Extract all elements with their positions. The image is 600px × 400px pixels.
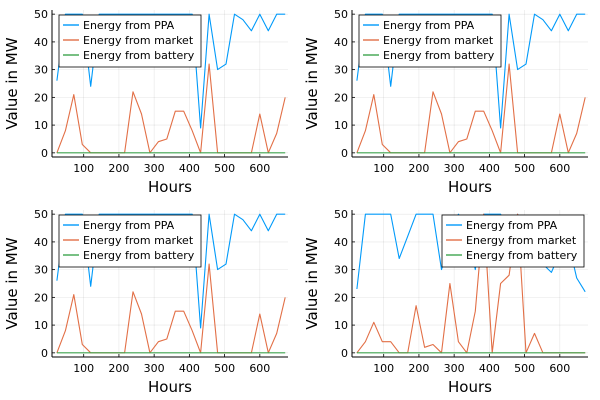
y-tick-label: 20 <box>334 91 348 104</box>
y-tick-label: 10 <box>34 119 48 132</box>
legend: Energy from PPA Energy from market Energy … <box>358 14 502 68</box>
x-tick-label: 600 <box>549 362 570 375</box>
legend-box <box>58 214 202 268</box>
y-tick-label: 30 <box>34 264 48 277</box>
x-tick-label: 500 <box>214 362 235 375</box>
y-tick-label: 50 <box>334 8 348 21</box>
x-tick-label: 300 <box>444 162 465 175</box>
x-tick-label: 400 <box>179 162 200 175</box>
legend: Energy from PPA Energy from market Energy … <box>58 14 202 68</box>
y-tick-label: 30 <box>34 64 48 77</box>
x-tick-label: 100 <box>73 162 94 175</box>
x-axis-label: Hours <box>148 378 192 396</box>
y-axis-label: Value in MW <box>303 37 321 129</box>
x-tick-label: 200 <box>408 362 429 375</box>
x-axis-label: Hours <box>148 178 192 196</box>
y-tick-label: 50 <box>34 8 48 21</box>
x-tick-label: 600 <box>249 162 270 175</box>
x-axis-label: Hours <box>448 378 492 396</box>
series-line-2 <box>356 63 586 154</box>
legend-box <box>441 214 585 268</box>
series-line-2 <box>56 263 286 354</box>
series-line-2 <box>56 63 286 154</box>
legend-entry-1: Energy from PPA <box>83 219 175 232</box>
legend-entry-2: Energy from market <box>83 234 194 247</box>
legend-box <box>58 14 202 68</box>
y-tick-label: 50 <box>34 208 48 221</box>
y-tick-label: 10 <box>334 319 348 332</box>
legend-entry-3: Energy from battery <box>83 49 195 62</box>
y-tick-label: 20 <box>334 291 348 304</box>
x-tick-label: 200 <box>108 162 129 175</box>
x-tick-label: 200 <box>108 362 129 375</box>
legend-entry-3: Energy from battery <box>383 49 495 62</box>
x-tick-label: 100 <box>373 162 394 175</box>
legend-entry-2: Energy from market <box>83 34 194 47</box>
subplot-3: 100 200 300 400 500 600 0 10 20 30 40 50 Hours Value … <box>3 208 288 396</box>
y-tick-label: 0 <box>41 147 48 160</box>
y-tick-label: 10 <box>34 319 48 332</box>
x-tick-label: 200 <box>408 162 429 175</box>
legend-entry-3: Energy from battery <box>466 249 578 262</box>
y-tick-label: 40 <box>34 36 48 49</box>
x-tick-label: 500 <box>514 362 535 375</box>
x-tick-label: 300 <box>144 362 165 375</box>
x-tick-label: 400 <box>479 362 500 375</box>
y-tick-label: 0 <box>341 347 348 360</box>
legend-box <box>358 14 502 68</box>
legend: Energy from PPA Energy from market Energy … <box>58 214 202 268</box>
y-tick-label: 50 <box>334 208 348 221</box>
x-tick-label: 500 <box>214 162 235 175</box>
y-tick-label: 30 <box>334 264 348 277</box>
x-tick-label: 600 <box>249 362 270 375</box>
x-tick-label: 400 <box>179 362 200 375</box>
y-axis-label: Value in MW <box>3 37 21 129</box>
y-tick-label: 40 <box>34 236 48 249</box>
y-axis-label: Value in MW <box>303 237 321 329</box>
x-tick-label: 600 <box>549 162 570 175</box>
y-tick-label: 40 <box>334 36 348 49</box>
subplot-1: 100 200 300 400 500 600 0 10 20 30 40 50 Hours Value … <box>3 8 288 196</box>
legend-entry-1: Energy from PPA <box>383 19 475 32</box>
subplot-2: 100 200 300 400 500 600 0 10 20 30 40 50 Hours Value … <box>303 8 588 196</box>
y-tick-label: 0 <box>341 147 348 160</box>
x-tick-label: 100 <box>73 362 94 375</box>
y-tick-label: 20 <box>34 91 48 104</box>
x-tick-label: 400 <box>479 162 500 175</box>
y-tick-label: 20 <box>34 291 48 304</box>
legend: Energy from PPA Energy from market Energy … <box>441 214 585 268</box>
x-tick-label: 300 <box>144 162 165 175</box>
legend-entry-2: Energy from market <box>466 234 577 247</box>
y-axis-label: Value in MW <box>3 237 21 329</box>
x-tick-label: 300 <box>444 362 465 375</box>
legend-entry-1: Energy from PPA <box>83 19 175 32</box>
subplot-4: 100 200 300 400 500 600 0 10 20 30 40 50 Hours Value … <box>303 208 588 396</box>
y-tick-label: 40 <box>334 236 348 249</box>
legend-entry-1: Energy from PPA <box>466 219 558 232</box>
x-axis-label: Hours <box>448 178 492 196</box>
y-tick-label: 10 <box>334 119 348 132</box>
x-tick-label: 100 <box>373 362 394 375</box>
legend-entry-3: Energy from battery <box>83 249 195 262</box>
y-tick-label: 0 <box>41 347 48 360</box>
y-tick-label: 30 <box>334 64 348 77</box>
legend-entry-2: Energy from market <box>383 34 494 47</box>
x-tick-label: 500 <box>514 162 535 175</box>
